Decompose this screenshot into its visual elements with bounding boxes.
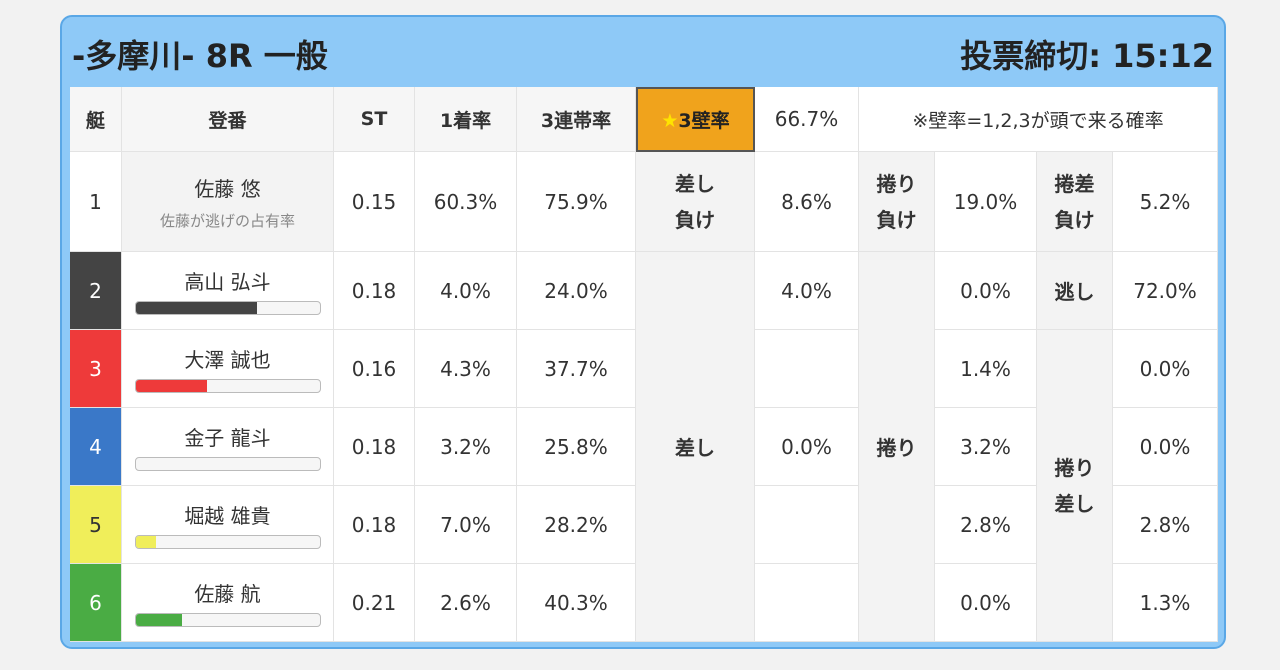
progress-fill [135, 380, 208, 392]
racer-cell: 堀越 雄貴 [122, 486, 334, 564]
sashi-loss-value: 8.6% [755, 152, 859, 252]
col-win-rate: 1着率 [415, 87, 517, 152]
col-wall-rate: ★3壁率 [636, 87, 755, 152]
racer-table: 艇 登番 ST 1着率 3連帯率 ★3壁率 66.7% ※壁率=1,2,3が頭で… [70, 87, 1218, 642]
table-row: 5 堀越 雄貴 0.18 7.0% 28.2% 2.8% 2.8% [70, 486, 1218, 564]
makuri-value: 1.4% [935, 330, 1037, 408]
wall-rate-note: ※壁率=1,2,3が頭で来る確率 [859, 87, 1218, 152]
progress-bar [134, 535, 321, 549]
racer-name: 大澤 誠也 [184, 348, 271, 372]
st-value: 0.18 [334, 252, 415, 330]
sashi-value [755, 330, 859, 408]
st-value: 0.15 [334, 152, 415, 252]
top3-rate-value: 40.3% [517, 564, 636, 642]
sashi-value [755, 486, 859, 564]
wall-rate-label: 3壁率 [678, 110, 730, 132]
makurisashi-loss-label: 捲差 負け [1037, 152, 1113, 252]
table-row: 3 大澤 誠也 0.16 4.3% 37.7% 1.4% 捲り 差し 0.0% [70, 330, 1218, 642]
progress-fill [135, 536, 156, 548]
lane-number: 3 [70, 330, 122, 408]
racer-cell: 佐藤 航 [122, 564, 334, 642]
win-rate-value: 2.6% [415, 564, 517, 642]
progress-bar [134, 457, 321, 471]
lane-number: 4 [70, 408, 122, 486]
col-top3-rate: 3連帯率 [517, 87, 636, 152]
col-racer: 登番 [122, 87, 334, 152]
racer-name: 高山 弘斗 [184, 270, 271, 294]
table-row: 6 佐藤 航 0.21 2.6% 40.3% 0.0% 1.3% [70, 564, 1218, 642]
col-st: ST [334, 87, 415, 152]
progress-bar [134, 301, 321, 315]
racer-name: 佐藤 航 [194, 582, 261, 606]
table-row: 1 佐藤 悠 佐藤が逃げの占有率 0.15 60.3% 75.9% 差し 負け 8… [70, 152, 1218, 252]
table-header-row: 艇 登番 ST 1着率 3連帯率 ★3壁率 66.7% ※壁率=1,2,3が頭で… [70, 87, 1218, 152]
nige-label: 逃し [1037, 252, 1113, 330]
makurisashi-label: 捲り 差し [1037, 330, 1113, 642]
win-rate-value: 7.0% [415, 486, 517, 564]
progress-bar [134, 613, 321, 627]
wall-rate-value: 66.7% [755, 87, 859, 152]
racer-cell: 大澤 誠也 [122, 330, 334, 408]
racer-cell: 佐藤 悠 佐藤が逃げの占有率 [122, 152, 334, 252]
makuri-value: 2.8% [935, 486, 1037, 564]
racer-name: 金子 龍斗 [184, 426, 271, 450]
win-rate-value: 3.2% [415, 408, 517, 486]
sashi-value: 0.0% [755, 408, 859, 486]
makuri-label: 捲り [859, 252, 935, 642]
racer-name: 佐藤 悠 [194, 176, 261, 201]
win-rate-value: 4.3% [415, 330, 517, 408]
sashi-value: 4.0% [755, 252, 859, 330]
table-row: 4 金子 龍斗 0.18 3.2% 25.8% 0.0% 3.2% 0.0% [70, 408, 1218, 486]
top3-rate-value: 37.7% [517, 330, 636, 408]
sashi-loss-label: 差し 負け [636, 152, 755, 252]
lane-number: 1 [70, 152, 122, 252]
progress-fill [135, 302, 257, 314]
win-rate-value: 4.0% [415, 252, 517, 330]
makurisashi-value: 2.8% [1113, 486, 1218, 564]
makuri-loss-value: 19.0% [935, 152, 1037, 252]
top3-rate-value: 75.9% [517, 152, 636, 252]
col-lane: 艇 [70, 87, 122, 152]
win-rate-value: 60.3% [415, 152, 517, 252]
makurisashi-loss-value: 5.2% [1113, 152, 1218, 252]
st-value: 0.18 [334, 408, 415, 486]
table-row: 2 高山 弘斗 0.18 4.0% 24.0% 差し 4.0% 捲り 0.0% … [70, 252, 1218, 642]
star-icon: ★ [661, 110, 679, 132]
makurisashi-value: 1.3% [1113, 564, 1218, 642]
lane-number: 6 [70, 564, 122, 642]
makuri-value: 0.0% [935, 564, 1037, 642]
st-value: 0.16 [334, 330, 415, 408]
top3-rate-value: 24.0% [517, 252, 636, 330]
sashi-value [755, 564, 859, 642]
sashi-label: 差し [636, 252, 755, 642]
top3-rate-value: 28.2% [517, 486, 636, 564]
makuri-loss-label: 捲り 負け [859, 152, 935, 252]
nige-value: 72.0% [1113, 252, 1218, 330]
vote-deadline: 投票締切: 15:12 [960, 37, 1214, 75]
progress-fill [135, 614, 182, 626]
lane-number: 2 [70, 252, 122, 330]
racer-name: 堀越 雄貴 [184, 504, 271, 528]
racer-cell: 金子 龍斗 [122, 408, 334, 486]
racer-cell: 高山 弘斗 [122, 252, 334, 330]
makuri-value: 3.2% [935, 408, 1037, 486]
makurisashi-value: 0.0% [1113, 408, 1218, 486]
nige-share-label: 佐藤が逃げの占有率 [159, 211, 295, 230]
makurisashi-value: 0.0% [1113, 330, 1218, 408]
race-header: -多摩川- 8R 一般 投票締切: 15:12 [62, 17, 1224, 87]
progress-bar [134, 379, 321, 393]
lane-number: 5 [70, 486, 122, 564]
st-value: 0.21 [334, 564, 415, 642]
makuri-value: 0.0% [935, 252, 1037, 330]
race-title: -多摩川- 8R 一般 [72, 37, 328, 75]
top3-rate-value: 25.8% [517, 408, 636, 486]
race-card: -多摩川- 8R 一般 投票締切: 15:12 艇 登番 ST 1着率 3連帯率… [60, 15, 1226, 649]
st-value: 0.18 [334, 486, 415, 564]
